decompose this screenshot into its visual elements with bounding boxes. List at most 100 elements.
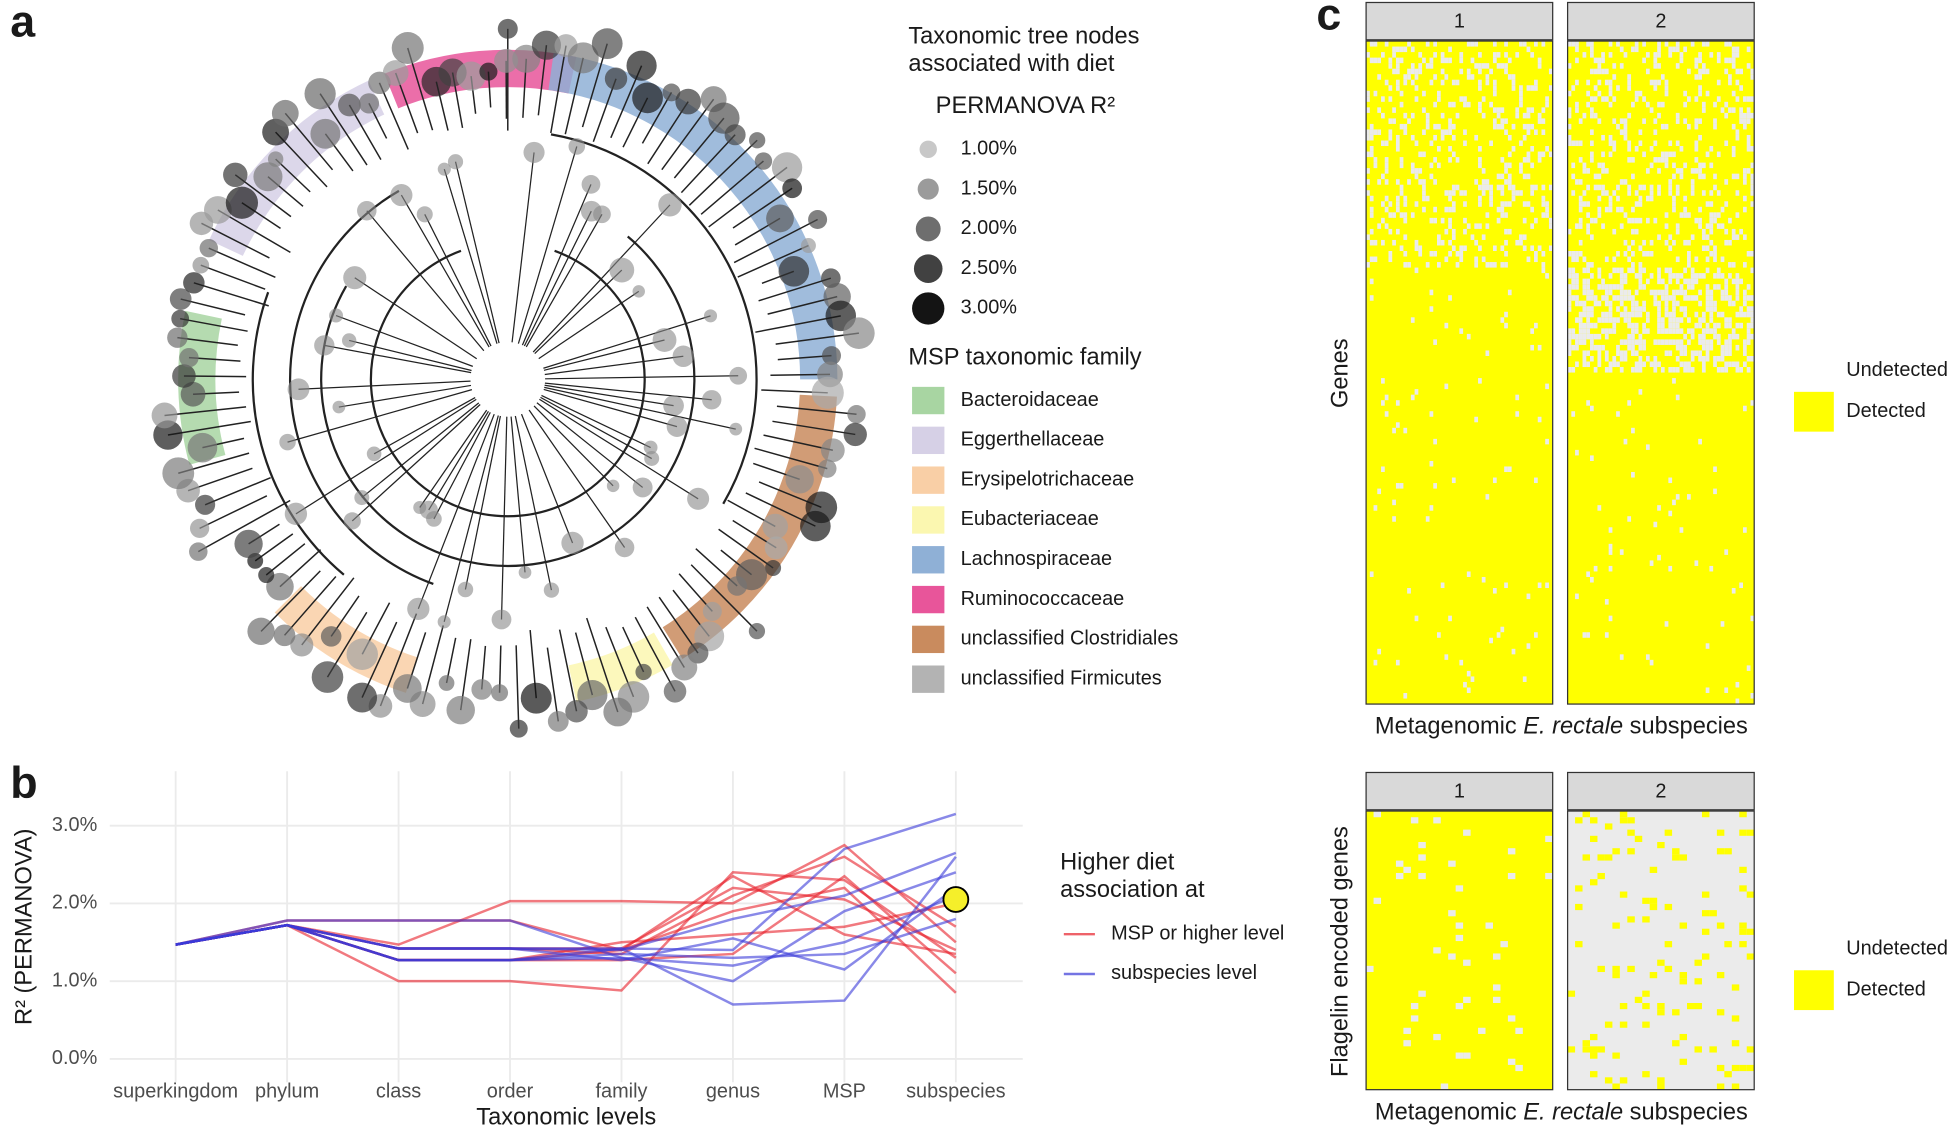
heatmap-cell <box>1481 179 1486 185</box>
heatmap-cell <box>1731 173 1736 180</box>
heatmap-cell <box>1642 151 1646 158</box>
heatmap-cell <box>1664 239 1669 246</box>
heatmap-cell <box>1414 267 1419 274</box>
heatmap-cell <box>1590 52 1594 58</box>
heatmap-cell <box>1575 79 1579 86</box>
heatmap-cell <box>1604 300 1609 307</box>
heatmap-cell <box>1590 217 1594 224</box>
heatmap-cell <box>1586 295 1591 301</box>
heatmap-cell <box>1567 134 1572 141</box>
heatmap-cell <box>1448 295 1452 301</box>
heatmap-cell <box>1750 355 1755 362</box>
y-tick-label: 2.0% <box>52 892 97 914</box>
heatmap-cell <box>1534 477 1538 484</box>
heatmap-cell <box>1750 400 1755 406</box>
heatmap-cell <box>1698 74 1702 80</box>
heatmap-cell <box>1631 295 1635 301</box>
heatmap-cell <box>1713 306 1717 312</box>
heatmap-cell <box>1746 1064 1755 1072</box>
heatmap-cell <box>1664 41 1669 47</box>
heatmap-cell <box>1429 460 1434 467</box>
heatmap-cell <box>1720 273 1725 279</box>
heatmap-cell <box>1448 101 1452 108</box>
heatmap-cell <box>1548 245 1553 252</box>
tree-branch <box>532 204 671 353</box>
tree-node <box>447 154 464 170</box>
heatmap-cell <box>1713 328 1717 334</box>
heatmap-cell <box>1720 206 1725 213</box>
tree-node <box>800 510 831 542</box>
heatmap-cell <box>1735 681 1740 688</box>
heatmap-cell <box>1384 140 1389 147</box>
heatmap-cell <box>1526 123 1531 130</box>
heatmap-cell <box>1530 162 1535 169</box>
heatmap-cell <box>1657 190 1661 196</box>
heatmap-cell <box>1463 129 1467 135</box>
heatmap-cell <box>1504 322 1508 329</box>
heatmap-cell <box>1735 361 1740 368</box>
heatmap-cell <box>1590 273 1594 279</box>
x-tick-label: phylum <box>255 1080 319 1102</box>
heatmap-cell <box>1586 632 1591 638</box>
heatmap-cell <box>1679 173 1684 180</box>
heatmap-cell <box>1597 79 1602 86</box>
heatmap-cell <box>1623 179 1628 185</box>
heatmap-cell <box>1578 300 1583 307</box>
tree-branch <box>733 218 818 264</box>
heatmap-cell <box>1623 355 1628 362</box>
heatmap-cell <box>1586 328 1591 334</box>
heatmap-cell <box>1369 278 1374 285</box>
tree-branch <box>523 210 592 347</box>
heatmap-cell <box>1713 217 1717 224</box>
heatmap-cell <box>1455 262 1460 268</box>
tree-branch <box>288 189 434 586</box>
heatmap-cell <box>1492 57 1497 64</box>
heatmap-cell <box>1478 107 1482 113</box>
heatmap-cell <box>1519 96 1523 102</box>
heatmap-cell <box>1582 1040 1591 1047</box>
heatmap-cell <box>1694 168 1699 174</box>
heatmap-cell <box>1608 273 1613 279</box>
heatmap-cell <box>1459 57 1464 64</box>
heatmap-cell <box>1575 140 1579 147</box>
tree-node <box>320 626 342 647</box>
tree-branch <box>419 409 488 508</box>
heatmap-cell <box>1418 168 1423 174</box>
heatmap-cell <box>1492 79 1497 86</box>
heatmap-cell <box>1735 322 1740 329</box>
heatmap-cell <box>1597 872 1605 880</box>
heatmap-cell <box>1627 184 1632 191</box>
heatmap-cell <box>1623 212 1628 218</box>
heatmap-cell <box>1660 317 1665 323</box>
heatmap-cell <box>1713 300 1717 307</box>
heatmap-cell <box>1660 278 1665 285</box>
heatmap-cell <box>1645 101 1650 108</box>
heatmap-cell <box>1582 284 1587 290</box>
heatmap-cell <box>1545 835 1553 843</box>
tree-node <box>604 67 628 90</box>
heatmap-cell <box>1735 190 1740 196</box>
heatmap-cell <box>1582 328 1587 334</box>
heatmap-cell <box>1750 96 1755 102</box>
heatmap-cell <box>1485 74 1490 80</box>
heatmap-cell <box>1657 311 1661 318</box>
heatmap-cell <box>1634 328 1639 334</box>
tree-node <box>568 138 586 155</box>
heatmap-cell <box>1478 245 1482 252</box>
heatmap-cell <box>1451 151 1456 158</box>
heatmap-cell <box>1668 184 1673 191</box>
heatmap-cell <box>1444 74 1449 80</box>
heatmap-cell <box>1541 195 1546 202</box>
heatmap-cell <box>1645 68 1650 75</box>
heatmap-cell <box>1422 57 1426 64</box>
heatmap-cell <box>1545 383 1549 390</box>
heatmap-cell <box>1470 234 1475 240</box>
heatmap-cell <box>1433 179 1437 185</box>
heatmap-cell <box>1728 217 1732 224</box>
heatmap-cell <box>1679 350 1684 356</box>
heatmap-cell <box>1679 972 1688 979</box>
heatmap-cell <box>1653 79 1658 86</box>
heatmap-cell <box>1724 228 1729 235</box>
heatmap-cell <box>1713 123 1717 130</box>
heatmap-cell <box>1739 322 1744 329</box>
